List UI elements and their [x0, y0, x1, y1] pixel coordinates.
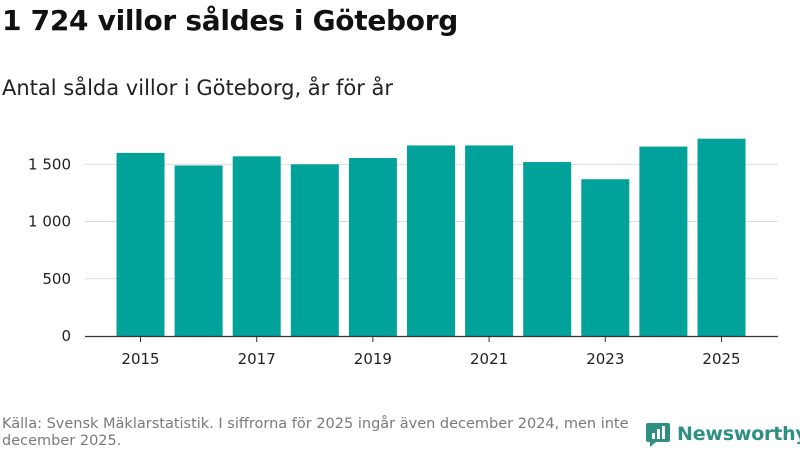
bar-2017 — [232, 156, 281, 336]
y-tick-label: 1 000 — [28, 213, 71, 231]
newsworthy-logo: Newsworthy — [645, 419, 800, 449]
bar-2018 — [290, 164, 339, 336]
x-tick-label: 2019 — [354, 350, 392, 368]
bar-2025 — [697, 138, 746, 336]
y-tick-label: 1 500 — [28, 155, 71, 173]
bars — [116, 138, 746, 336]
bar-2022 — [523, 162, 572, 336]
x-tick-label: 2023 — [586, 350, 624, 368]
y-tick-label: 500 — [42, 270, 71, 288]
x-tick-label: 2021 — [470, 350, 508, 368]
bar-2015 — [116, 152, 165, 336]
chart-title: 1 724 villor såldes i Göteborg — [2, 4, 458, 37]
x-tick-label: 2017 — [238, 350, 276, 368]
bar-2021 — [465, 145, 514, 336]
bar-2019 — [348, 158, 397, 336]
x-axis-ticks — [140, 336, 722, 342]
brand-name: Newsworthy — [677, 423, 800, 445]
bar-2020 — [407, 145, 455, 336]
x-tick-label: 2025 — [702, 350, 740, 368]
y-axis-labels: 0 500 1 000 1 500 — [28, 155, 71, 345]
chart-subtitle: Antal sålda villor i Göteborg, år för år — [2, 76, 394, 100]
bar-2024 — [639, 146, 688, 336]
x-axis-labels: 2015 2017 2019 2021 2023 2025 — [121, 350, 740, 368]
bar-2023 — [581, 179, 630, 336]
x-tick-label: 2015 — [121, 350, 159, 368]
bar-chart-logo-icon — [646, 423, 670, 447]
bar-2016 — [174, 165, 223, 336]
bar-chart: 0 500 1 000 1 500 2015 2017 2019 2021 2023 2025 — [28, 138, 778, 368]
source-footnote: Källa: Svensk Mäklarstatistik. I siffror… — [2, 416, 629, 449]
y-tick-label: 0 — [61, 327, 71, 345]
